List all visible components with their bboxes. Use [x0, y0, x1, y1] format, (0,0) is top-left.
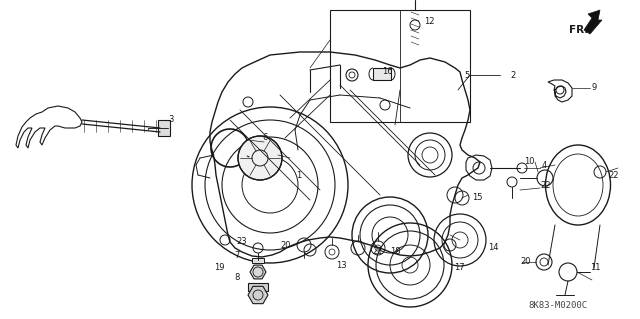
Polygon shape — [250, 265, 266, 279]
Text: 1: 1 — [296, 170, 301, 180]
Text: 22: 22 — [540, 181, 550, 189]
Text: 17: 17 — [454, 263, 465, 272]
Bar — [330, 10, 470, 122]
Text: 8: 8 — [234, 273, 239, 283]
Text: 19: 19 — [214, 263, 225, 272]
Polygon shape — [248, 286, 268, 304]
Text: 20: 20 — [280, 241, 291, 249]
Text: 13: 13 — [336, 261, 347, 270]
Text: 18: 18 — [390, 248, 401, 256]
Circle shape — [238, 136, 282, 180]
Bar — [373, 68, 391, 80]
Text: 6: 6 — [262, 133, 268, 143]
Text: 16: 16 — [382, 68, 392, 77]
Text: 8K83-M0200C: 8K83-M0200C — [528, 300, 587, 309]
Bar — [248, 283, 268, 291]
Text: 22: 22 — [608, 170, 618, 180]
Text: 3: 3 — [168, 115, 173, 124]
Text: 10: 10 — [524, 158, 534, 167]
Text: 2: 2 — [510, 70, 515, 79]
Text: FR.: FR. — [568, 25, 588, 35]
Bar — [252, 258, 264, 263]
Text: 11: 11 — [590, 263, 600, 272]
Text: 5: 5 — [464, 70, 469, 79]
Polygon shape — [584, 10, 602, 34]
Text: 15: 15 — [472, 194, 483, 203]
Text: 12: 12 — [424, 18, 435, 26]
Text: 23: 23 — [236, 238, 246, 247]
Text: 7: 7 — [234, 250, 239, 259]
Bar — [158, 120, 170, 136]
Text: 4: 4 — [542, 160, 547, 169]
Text: 20: 20 — [520, 257, 531, 266]
Text: 14: 14 — [488, 243, 499, 253]
Text: 9: 9 — [592, 84, 597, 93]
Text: 21: 21 — [372, 248, 383, 256]
